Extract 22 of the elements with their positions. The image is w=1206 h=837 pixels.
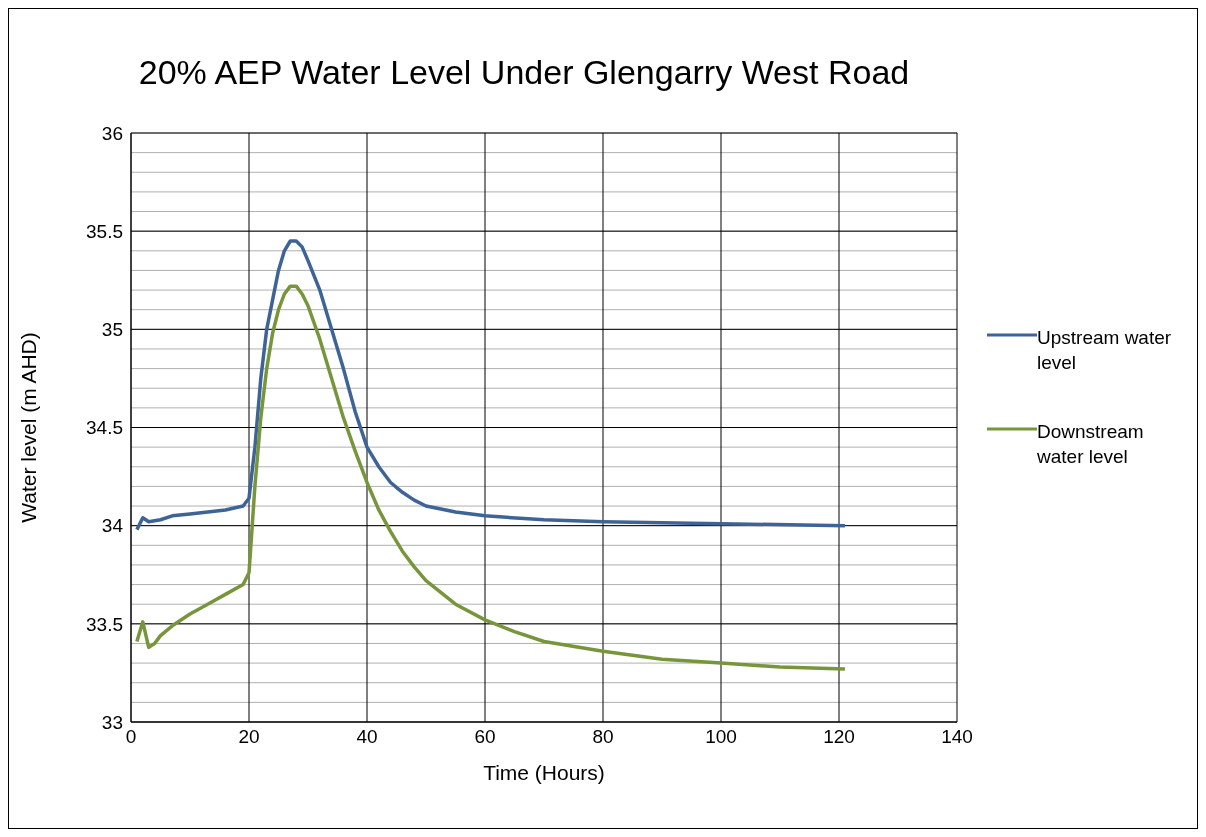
y-tick-label: 33	[101, 711, 123, 733]
x-tick-label: 100	[705, 726, 737, 748]
y-tick-label: 33.5	[86, 613, 123, 635]
x-tick-label: 0	[125, 726, 137, 748]
y-tick-label: 35	[101, 319, 123, 341]
x-tick-label: 60	[474, 726, 496, 748]
x-axis-title: Time (Hours)	[483, 761, 605, 784]
x-tick-label: 40	[356, 726, 378, 748]
y-axis-title: Water level (m AHD)	[17, 332, 41, 523]
line-series	[135, 284, 847, 671]
legend-label: Upstream water level	[1037, 325, 1173, 375]
x-tick-label: 140	[941, 726, 973, 748]
y-tick-label: 34	[101, 515, 124, 537]
x-tick-label: 120	[823, 726, 855, 748]
line-series	[135, 239, 847, 532]
y-tick-label: 34.5	[86, 417, 123, 439]
y-tick-label: 36	[101, 122, 123, 144]
x-tick-label: 20	[238, 726, 260, 748]
y-tick-label: 35.5	[86, 220, 123, 242]
x-tick-label: 80	[592, 726, 614, 748]
chart-title: 20% AEP Water Level Under Glengarry West Road	[137, 53, 911, 92]
legend-label: Downstream water level	[1037, 419, 1145, 469]
